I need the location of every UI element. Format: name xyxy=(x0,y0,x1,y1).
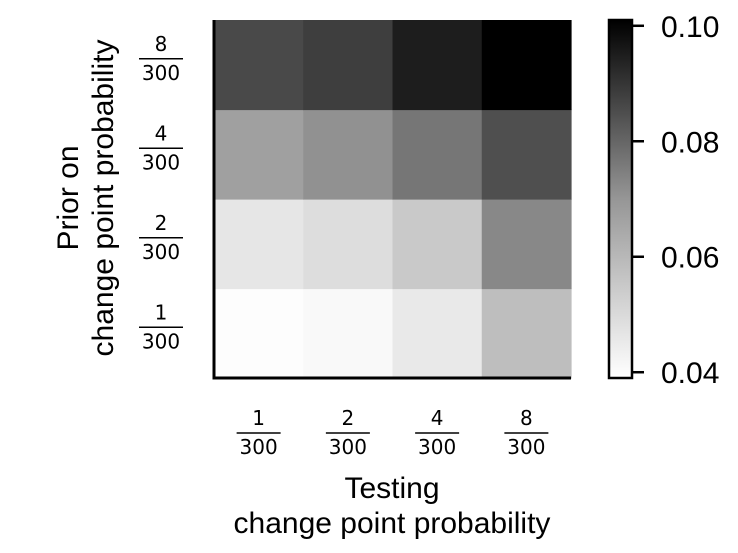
heatmap-cell xyxy=(392,288,483,379)
x-tick-label-numerator: 4 xyxy=(431,406,444,430)
x-tick-label-denominator: 300 xyxy=(240,435,278,459)
heatmap-cell xyxy=(392,20,483,111)
heatmap-cell xyxy=(214,199,304,290)
x-tick-label-numerator: 1 xyxy=(252,406,265,430)
y-tick-label-denominator: 300 xyxy=(142,150,180,174)
x-tick-label-denominator: 300 xyxy=(418,435,456,459)
heatmap-cell xyxy=(214,109,304,200)
heatmap-cell xyxy=(303,20,394,111)
heatmap-cell xyxy=(303,199,394,290)
colorbar-tick-label: 0.04 xyxy=(661,357,719,390)
heatmap-cell xyxy=(481,199,572,290)
colorbar-frame xyxy=(607,18,634,380)
heatmap-cell xyxy=(214,20,304,111)
y-tick-label-denominator: 300 xyxy=(142,240,180,264)
x-axis-title-line1: Testing xyxy=(344,472,439,505)
y-tick-label-denominator: 300 xyxy=(142,61,180,85)
heatmap-cell xyxy=(214,288,304,379)
y-tick-label-numerator: 8 xyxy=(155,32,168,56)
colorbar-tick-label: 0.06 xyxy=(661,242,719,275)
heatmap-cell xyxy=(481,288,572,379)
heatmap-cell xyxy=(392,199,483,290)
y-tick-label-denominator: 300 xyxy=(142,329,180,353)
heatmap-cells xyxy=(214,20,572,379)
x-tick-label-numerator: 8 xyxy=(520,406,533,430)
colorbar-tick-label: 0.08 xyxy=(661,126,719,159)
heatmap-cell xyxy=(481,20,572,111)
heatmap-cell xyxy=(481,109,572,200)
x-axis-title-line2: change point probability xyxy=(234,507,551,540)
y-tick-label-numerator: 2 xyxy=(155,211,168,235)
x-tick-label-denominator: 300 xyxy=(507,435,545,459)
heatmap-cell xyxy=(303,109,394,200)
colorbar: 0.04 0.06 0.08 0.10 xyxy=(607,11,719,390)
y-axis-title-line1: Prior on xyxy=(52,145,85,250)
heatmap-cell xyxy=(303,288,394,379)
colorbar-tick-label: 0.10 xyxy=(661,11,719,44)
y-axis-title-line2: change point probability xyxy=(87,40,120,357)
colorbar-gradient xyxy=(609,20,632,378)
y-tick-label-numerator: 1 xyxy=(155,300,168,324)
heatmap-axes xyxy=(212,20,571,380)
x-tick-label-numerator: 2 xyxy=(342,406,355,430)
x-tick-label-denominator: 300 xyxy=(329,435,367,459)
y-tick-label-numerator: 4 xyxy=(155,121,168,145)
heatmap-cell xyxy=(392,109,483,200)
